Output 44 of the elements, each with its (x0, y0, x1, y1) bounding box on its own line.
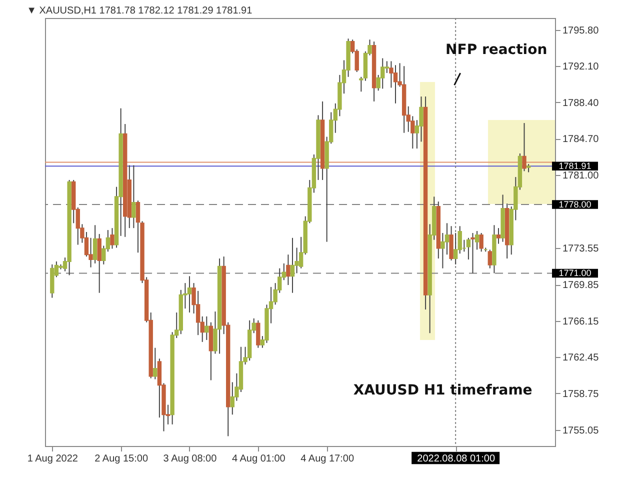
x-tick-label: 4 Aug 01:00 (232, 454, 286, 464)
x-tick-label: 2 Aug 15:00 (94, 454, 148, 464)
y-tick-label: 1758.75 (562, 388, 600, 400)
candlestick (153, 347, 158, 380)
y-tick-label: 1755.05 (562, 425, 600, 436)
candlestick (474, 230, 480, 250)
candlestick (187, 276, 192, 313)
x-tick-label: 3 Aug 08:00 (163, 454, 218, 464)
y-tick-label: 1788.40 (562, 98, 600, 109)
y-tick-label: 1795.80 (562, 25, 600, 36)
y-tick-label: 1781.00 (562, 170, 600, 182)
candlestick (110, 228, 114, 250)
annotation: XAUUSD H1 timeframe (353, 382, 532, 398)
candlestick (92, 224, 98, 264)
y-tick-label: 1784.70 (562, 134, 600, 146)
x-tick-label: 4 Aug 17:00 (300, 454, 354, 464)
candlestick (444, 222, 450, 256)
y-tick-label: 1766.15 (562, 316, 600, 328)
candlestick (286, 254, 290, 286)
candlestick (290, 237, 295, 294)
x-tick-label: 2022.08.08 01:00 (417, 454, 496, 464)
candlestick (453, 232, 458, 265)
candlestick (449, 226, 454, 261)
candlestick (470, 232, 475, 274)
y-tick-label: 1773.55 (562, 244, 600, 255)
ref-line-label: 1778.00 (558, 200, 592, 210)
candlestick (204, 316, 209, 340)
candlestick (97, 233, 102, 294)
y-tick-label: 1792.10 (562, 62, 600, 73)
ref-line-label: 1781.91 (558, 161, 592, 172)
candlestick (496, 228, 501, 244)
candlestick (84, 232, 89, 258)
candlestick (488, 249, 492, 269)
candlestick (479, 232, 484, 252)
candlestick (256, 320, 260, 348)
y-tick-label: 1762.45 (562, 352, 600, 364)
y-tick-label: 1769.85 (562, 280, 600, 292)
candlestick (132, 164, 136, 229)
ref-line-label: 1771.00 (558, 268, 592, 278)
annotation: NFP reaction (446, 42, 548, 58)
candlestick (522, 122, 526, 172)
x-tick-label: 1 Aug 2022 (27, 454, 78, 464)
chart-title: ▼ XAUUSD,H1 1781.78 1782.12 1781.29 1781.91 (26, 6, 253, 16)
candlestick (393, 64, 398, 104)
